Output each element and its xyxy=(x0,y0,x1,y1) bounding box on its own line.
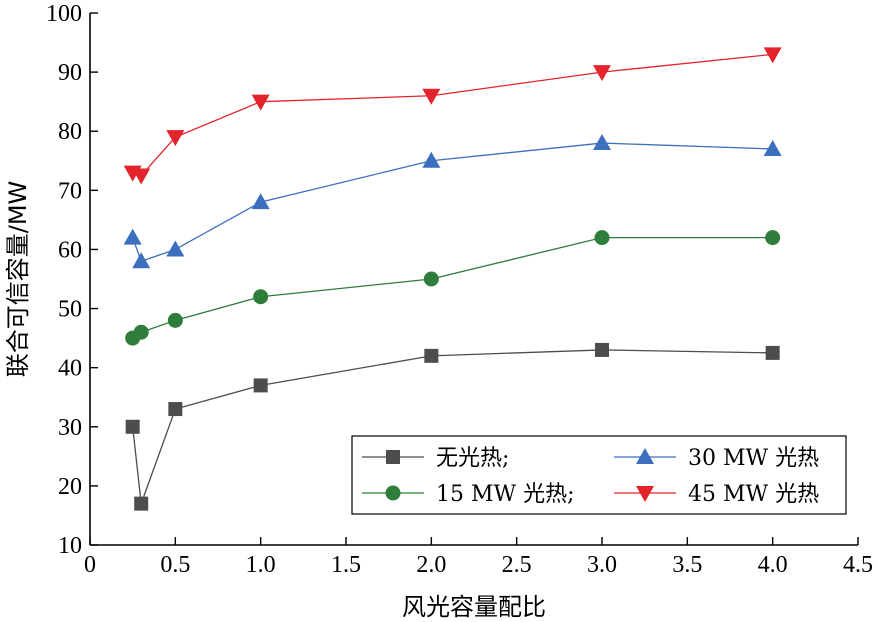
x-axis-title: 风光容量配比 xyxy=(402,593,546,621)
data-point xyxy=(763,139,782,156)
data-point xyxy=(133,324,149,340)
data-point xyxy=(765,345,780,360)
data-point xyxy=(422,88,441,105)
legend-frame xyxy=(351,435,847,515)
x-tick-label: 0 xyxy=(84,552,96,578)
legend-item: 15 MW 光热; xyxy=(362,482,575,507)
legend-marker xyxy=(385,485,401,501)
y-tick-label: 60 xyxy=(58,237,82,263)
x-tick-label: 0.5 xyxy=(160,552,190,578)
series-layer xyxy=(123,47,782,511)
x-tick-label: 4.0 xyxy=(758,552,788,578)
x-tick-label: 4.5 xyxy=(843,552,873,578)
y-tick-label: 10 xyxy=(58,533,82,559)
data-point xyxy=(594,230,610,246)
legend-label: 45 MW 光热 xyxy=(688,482,819,507)
data-point xyxy=(253,289,269,305)
data-point xyxy=(251,193,270,210)
x-tick-label: 2.0 xyxy=(416,552,446,578)
y-axis-title: 联合可信容量/MW xyxy=(4,181,32,378)
x-tick-label: 1.0 xyxy=(246,552,276,578)
legend-marker xyxy=(386,450,400,464)
y-tick-label: 90 xyxy=(58,60,82,86)
legend-item: 45 MW 光热 xyxy=(614,482,819,507)
data-point xyxy=(253,378,268,393)
series-line xyxy=(132,53,773,177)
y-axis-ticks: 10 20 30 40 50 60 70 80 90 100 xyxy=(46,1,98,559)
y-tick-label: 80 xyxy=(58,119,82,145)
series-3 xyxy=(123,134,782,269)
series-line xyxy=(132,142,773,263)
legend-label: 无光热; xyxy=(436,446,509,471)
data-point xyxy=(123,228,142,245)
data-point xyxy=(166,240,185,257)
axes: 0 0.5 1.0 1.5 2.0 2.5 3.0 3.5 4.0 4.5 10 20 30 40 50 6… xyxy=(46,1,873,578)
x-tick-label: 3.5 xyxy=(672,552,702,578)
series-2 xyxy=(125,230,781,346)
y-tick-label: 40 xyxy=(58,356,82,382)
data-point xyxy=(424,348,439,363)
series-4 xyxy=(123,47,782,185)
x-tick-label: 1.5 xyxy=(331,552,361,578)
legend-marker xyxy=(636,486,654,502)
data-point xyxy=(422,151,441,168)
legend-label: 30 MW 光热 xyxy=(688,446,819,471)
series-1 xyxy=(125,342,780,511)
data-point xyxy=(166,130,185,147)
data-point xyxy=(168,402,183,417)
legend-marker xyxy=(636,448,654,464)
data-point xyxy=(593,134,611,151)
y-tick-label: 70 xyxy=(58,178,82,204)
y-tick-label: 50 xyxy=(58,297,82,323)
legend: 无光热; 15 MW 光热; 30 MW 光热 45 MW 光热 xyxy=(351,435,847,515)
data-point xyxy=(593,65,611,82)
legend-item: 无光热; xyxy=(362,446,509,471)
x-axis-ticks: 0 0.5 1.0 1.5 2.0 2.5 3.0 3.5 4.0 4.5 xyxy=(84,537,873,578)
data-point xyxy=(132,252,151,269)
data-point xyxy=(134,496,149,511)
data-point xyxy=(132,168,151,185)
x-tick-label: 3.0 xyxy=(587,552,617,578)
y-tick-label: 100 xyxy=(46,1,82,27)
legend-item: 30 MW 光热 xyxy=(614,446,819,471)
data-point xyxy=(423,271,439,287)
data-point xyxy=(763,47,782,64)
y-tick-label: 30 xyxy=(58,415,82,441)
data-point xyxy=(765,230,781,246)
series-line xyxy=(132,236,773,339)
data-point xyxy=(251,94,270,111)
data-point xyxy=(167,312,183,328)
y-tick-label: 20 xyxy=(58,474,82,500)
legend-label: 15 MW 光热; xyxy=(436,482,575,507)
x-tick-label: 2.5 xyxy=(502,552,532,578)
data-point xyxy=(595,342,609,357)
data-point xyxy=(125,419,140,434)
